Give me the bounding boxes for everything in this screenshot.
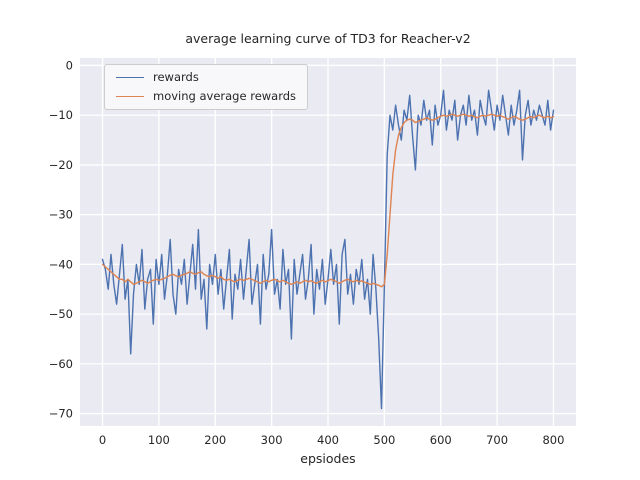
series-line-0 [101, 89, 555, 410]
x-tick-label: 100 [148, 433, 170, 447]
x-tick-label: 400 [317, 433, 339, 447]
y-tick-label: −30 [49, 208, 73, 222]
x-tick-label: 0 [99, 433, 106, 447]
rewards-line-swatch [116, 77, 144, 79]
y-tick-label: −70 [49, 407, 73, 421]
x-tick-label: 700 [486, 433, 508, 447]
legend-label-rewards: rewards [153, 70, 199, 84]
y-tick-label: −60 [49, 357, 73, 371]
y-tick-label: −20 [49, 158, 73, 172]
moving-average-line-swatch [116, 95, 144, 97]
y-tick-label: −50 [49, 307, 73, 321]
x-tick-label: 600 [430, 433, 452, 447]
x-tick-label: 500 [373, 433, 395, 447]
x-axis-label: epsiodes [300, 451, 356, 466]
y-tick-label: −40 [49, 257, 73, 271]
series-line-1 [101, 113, 555, 288]
x-tick-label: 200 [204, 433, 226, 447]
legend-item-moving-average: moving average rewards [116, 88, 297, 103]
legend-label-moving-average: moving average rewards [153, 88, 297, 103]
y-tick-label: −10 [49, 108, 73, 122]
x-tick-label: 300 [261, 433, 283, 447]
chart-title: average learning curve of TD3 for Reache… [185, 31, 471, 46]
x-tick-label: 800 [542, 433, 564, 447]
legend: rewards moving average rewards [104, 64, 309, 110]
legend-item-rewards: rewards [116, 70, 296, 84]
y-tick-label: 0 [66, 58, 73, 72]
